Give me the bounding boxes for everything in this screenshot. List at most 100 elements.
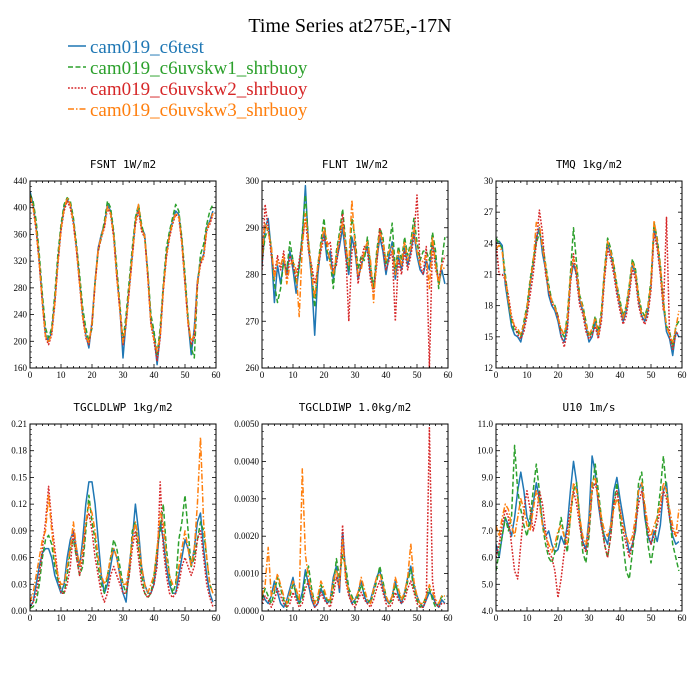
y-tick-label: 440 <box>14 176 28 186</box>
y-tick-label: 18 <box>484 301 494 311</box>
y-tick-label: 4.0 <box>482 606 494 616</box>
x-tick-label: 40 <box>616 613 626 623</box>
series-line-2 <box>262 426 445 609</box>
y-tick-label: 15 <box>484 332 494 342</box>
panel-4: TGCLDIWP 1.0kg/m2 0 10 20 30 40 50 60 0.0000 0.00… <box>234 401 453 623</box>
series-line-3 <box>262 468 445 605</box>
y-tick-label: 240 <box>14 310 28 320</box>
series-line-3 <box>496 476 680 553</box>
x-tick-label: 60 <box>212 370 222 380</box>
x-tick-label: 20 <box>320 370 330 380</box>
series-line-3 <box>30 195 214 353</box>
panel-grid: FSNT 1W/m20 10 20 30 40 50 6016020024028032036… <box>11 158 687 623</box>
x-tick-label: 10 <box>289 613 299 623</box>
x-tick-label: 0 <box>28 370 33 380</box>
y-tick-label: 0.00 <box>11 606 27 616</box>
legend-label-2: cam019_c6uvskw2_shrbuoy <box>90 79 308 100</box>
x-tick-label: 0 <box>494 613 499 623</box>
y-tick-label: 270 <box>246 316 260 326</box>
y-tick-label: 0.09 <box>11 526 27 536</box>
x-tick-label: 30 <box>351 613 361 623</box>
x-tick-label: 50 <box>181 370 191 380</box>
y-tick-label: 0.0030 <box>234 494 259 504</box>
series-line-1 <box>496 221 680 348</box>
y-tick-label: 0.21 <box>11 419 27 429</box>
plot-frame <box>261 180 449 369</box>
legend: cam019_c6testcam019_c6uvskw1_shrbuoycam0… <box>68 37 308 121</box>
y-tick-label: 11.0 <box>478 419 494 429</box>
x-tick-label: 10 <box>57 370 67 380</box>
y-tick-label: 27 <box>484 207 494 217</box>
series-line-3 <box>496 219 680 343</box>
panel-title: TMQ 1kg/m2 <box>556 158 622 171</box>
x-tick-label: 0 <box>260 613 265 623</box>
x-tick-label: 20 <box>88 370 98 380</box>
y-tick-label: 0.0000 <box>234 606 259 616</box>
y-tick-label: 24 <box>484 238 494 248</box>
y-tick-label: 280 <box>14 283 28 293</box>
x-tick-label: 50 <box>413 613 423 623</box>
y-tick-label: 0.06 <box>11 553 27 563</box>
y-tick-label: 0.0010 <box>234 569 259 579</box>
x-tick-label: 0 <box>494 370 499 380</box>
panel-title: TGCLDLWP 1kg/m2 <box>73 401 172 414</box>
series-line-3 <box>262 198 446 318</box>
panel-3: TGCLDLWP 1kg/m2 0 10 20 30 40 50 60 0.00 0.03 0.06… <box>11 401 221 623</box>
panel-2: TMQ 1kg/m2 0 10 20 30 40 50 60 12 15 18 21 24 27 30 <box>484 158 687 380</box>
y-tick-label: 320 <box>14 256 28 266</box>
x-tick-label: 50 <box>413 370 423 380</box>
x-tick-label: 40 <box>150 613 160 623</box>
plot-frame <box>261 423 449 612</box>
x-tick-label: 50 <box>647 370 657 380</box>
x-tick-label: 0 <box>28 613 33 623</box>
series-line-1 <box>496 444 680 580</box>
y-tick-label: 12 <box>484 363 493 373</box>
y-tick-label: 0.0050 <box>234 419 259 429</box>
y-tick-label: 10.0 <box>477 446 493 456</box>
y-tick-label: 360 <box>14 229 28 239</box>
x-tick-label: 0 <box>260 370 265 380</box>
panel-5: U10 1m/s 0 10 20 30 40 50 60 4.0 5.0 6.0 7.0 8.0 9.0 1… <box>477 401 687 623</box>
x-tick-label: 30 <box>119 613 129 623</box>
y-tick-label: 30 <box>484 176 494 186</box>
x-tick-label: 50 <box>181 613 191 623</box>
y-tick-label: 0.03 <box>11 579 27 589</box>
series-line-2 <box>496 209 680 351</box>
series-line-0 <box>496 455 680 559</box>
x-tick-label: 30 <box>351 370 361 380</box>
panel-title: U10 1m/s <box>563 401 616 414</box>
legend-label-3: cam019_c6uvskw3_shrbuoy <box>90 100 308 121</box>
y-tick-label: 8.0 <box>482 499 494 509</box>
x-tick-label: 40 <box>382 613 392 623</box>
y-tick-label: 160 <box>14 363 28 373</box>
y-tick-label: 200 <box>14 336 28 346</box>
y-tick-label: 260 <box>246 363 260 373</box>
y-tick-label: 400 <box>14 203 28 213</box>
x-tick-label: 20 <box>554 370 564 380</box>
series-line-1 <box>30 494 214 609</box>
series-line-2 <box>262 194 446 368</box>
panel-1: FLNT 1W/m2 0 10 20 30 40 50 60 260 270 280 290 300 <box>246 158 454 380</box>
panel-title: FLNT 1W/m2 <box>322 158 388 171</box>
x-tick-label: 30 <box>585 613 595 623</box>
y-tick-label: 0.15 <box>11 472 27 482</box>
x-tick-label: 60 <box>444 613 454 623</box>
x-tick-label: 30 <box>119 370 129 380</box>
x-tick-label: 10 <box>523 613 533 623</box>
x-tick-label: 10 <box>523 370 533 380</box>
y-tick-label: 7.0 <box>482 526 494 536</box>
x-tick-label: 40 <box>616 370 626 380</box>
y-tick-label: 0.12 <box>11 499 27 509</box>
legend-label-0: cam019_c6test <box>90 37 205 58</box>
series-line-3 <box>30 436 214 603</box>
y-tick-label: 6.0 <box>482 553 494 563</box>
series-line-2 <box>496 482 680 599</box>
x-tick-label: 60 <box>444 370 454 380</box>
x-tick-label: 40 <box>150 370 160 380</box>
x-tick-label: 60 <box>678 370 688 380</box>
series-line-2 <box>30 481 214 607</box>
x-tick-label: 60 <box>678 613 688 623</box>
x-tick-label: 50 <box>647 613 657 623</box>
y-tick-label: 21 <box>484 270 493 280</box>
